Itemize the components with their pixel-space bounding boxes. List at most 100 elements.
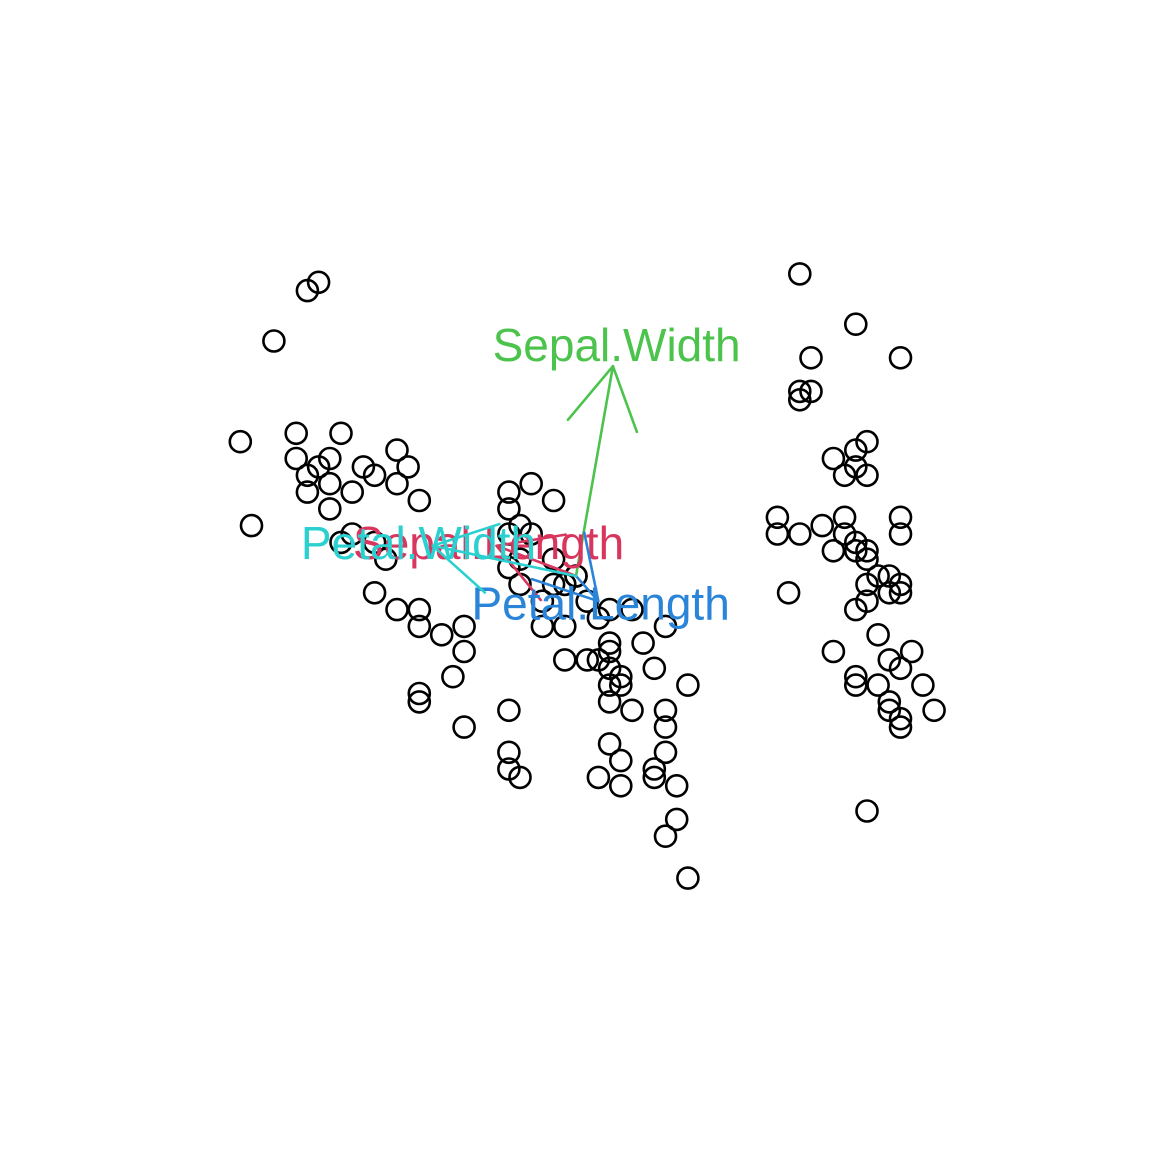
scatter-point [564,564,588,588]
scatter-point [620,597,644,622]
scatter-point [843,312,868,337]
arrow-head [530,531,600,603]
scatter-point [821,639,846,664]
scatter-point [653,824,678,849]
scatter-point [519,522,544,546]
scatter-point [653,740,678,765]
scatter-point [821,538,846,563]
arrow-sepal-width: Sepal.Width [493,319,741,578]
scatter-point [676,673,700,697]
scatter-point [541,547,566,572]
scatter-point [676,866,700,890]
scatter-point [530,589,555,614]
scatter-point [765,505,790,530]
scatter-point [373,547,398,572]
scatter-point [855,463,879,488]
arrows-layer: Sepal.Width Sepal.Length Petal.Length Petal… [301,319,741,629]
scatter-point [362,463,387,488]
scatter-point [877,580,902,605]
arrow-head [566,364,639,434]
scatter-point [530,614,555,639]
scatter-point [284,446,309,471]
scatter-point [340,480,365,504]
scatter-point [866,622,890,647]
scatter-point [329,530,353,555]
scatter-point [262,329,286,353]
scatter-point [787,387,812,412]
scatter-point [497,480,521,504]
arrow-head [495,533,567,602]
scatter-point [284,421,309,446]
scatter-point [497,698,521,723]
scatter-point [362,530,387,555]
scatter-point [642,656,667,681]
arrow-label: Petal.Width [301,517,536,569]
scatter-point [855,538,879,563]
scatter-point [877,690,902,714]
scatter-point [497,555,521,580]
scatter-point [642,765,667,790]
scatter-point [441,664,465,689]
scatter-point [519,471,544,496]
arrow-petal-width: Petal.Width [301,517,578,594]
scatter-point [899,639,924,664]
scatter-point [597,631,622,655]
scatter-point [855,589,879,614]
scatter-point [597,690,622,714]
points-layer [228,262,946,890]
arrow-shaft [431,544,578,578]
scatter-point [407,690,432,714]
scatter-point [608,773,633,798]
scatter-point [810,513,835,538]
scatter-point [597,732,622,756]
scatter-point [407,614,432,639]
scatter-point [228,429,253,454]
scatter-point [608,748,633,773]
scatter-point [597,597,622,622]
arrow-sepal-length: Sepal.Length [353,517,624,602]
scatter-point [295,480,320,504]
scatter-point [575,648,600,672]
scatter-point [866,564,890,588]
arrow-label: Sepal.Width [493,319,741,371]
scatter-point [832,463,857,488]
scatter-point [855,799,879,823]
scatter-point [429,622,454,647]
scatter-point [653,715,678,739]
scatter-point [821,446,846,471]
scatter-point [888,580,913,605]
scatter-point [888,522,913,546]
scatter-point [888,706,913,731]
scatter-point [832,505,857,530]
scatter-point [306,270,331,295]
arrow-shaft [574,364,615,578]
scatter-point [653,698,678,723]
scatter-point [407,597,432,622]
scatter-point [362,580,387,605]
scatter-point [620,698,644,723]
scatter-point [664,807,689,832]
scatter-point [642,757,667,781]
arrow-label: Sepal.Length [353,517,624,569]
scatter-point [787,522,812,546]
arrow-shaft [495,544,578,578]
scatter-point [843,664,868,689]
scatter-point [541,488,566,513]
scatter-point [552,648,577,672]
arrow-label: Petal.Length [471,578,729,630]
scatter-point [407,681,432,706]
scatter-point [787,379,812,404]
arrow-head [431,522,501,594]
scatter-point [888,345,913,370]
scatter-point [799,345,823,370]
scatter-point [239,513,264,538]
scatter-point [855,547,879,572]
scatter-point [452,614,476,639]
scatter-point [888,715,913,739]
arrow-petal-length: Petal.Length [471,531,730,630]
scatter-point [911,673,935,697]
scatter-point [541,572,566,597]
scatter-point [385,471,409,496]
scatter-point [317,497,342,521]
